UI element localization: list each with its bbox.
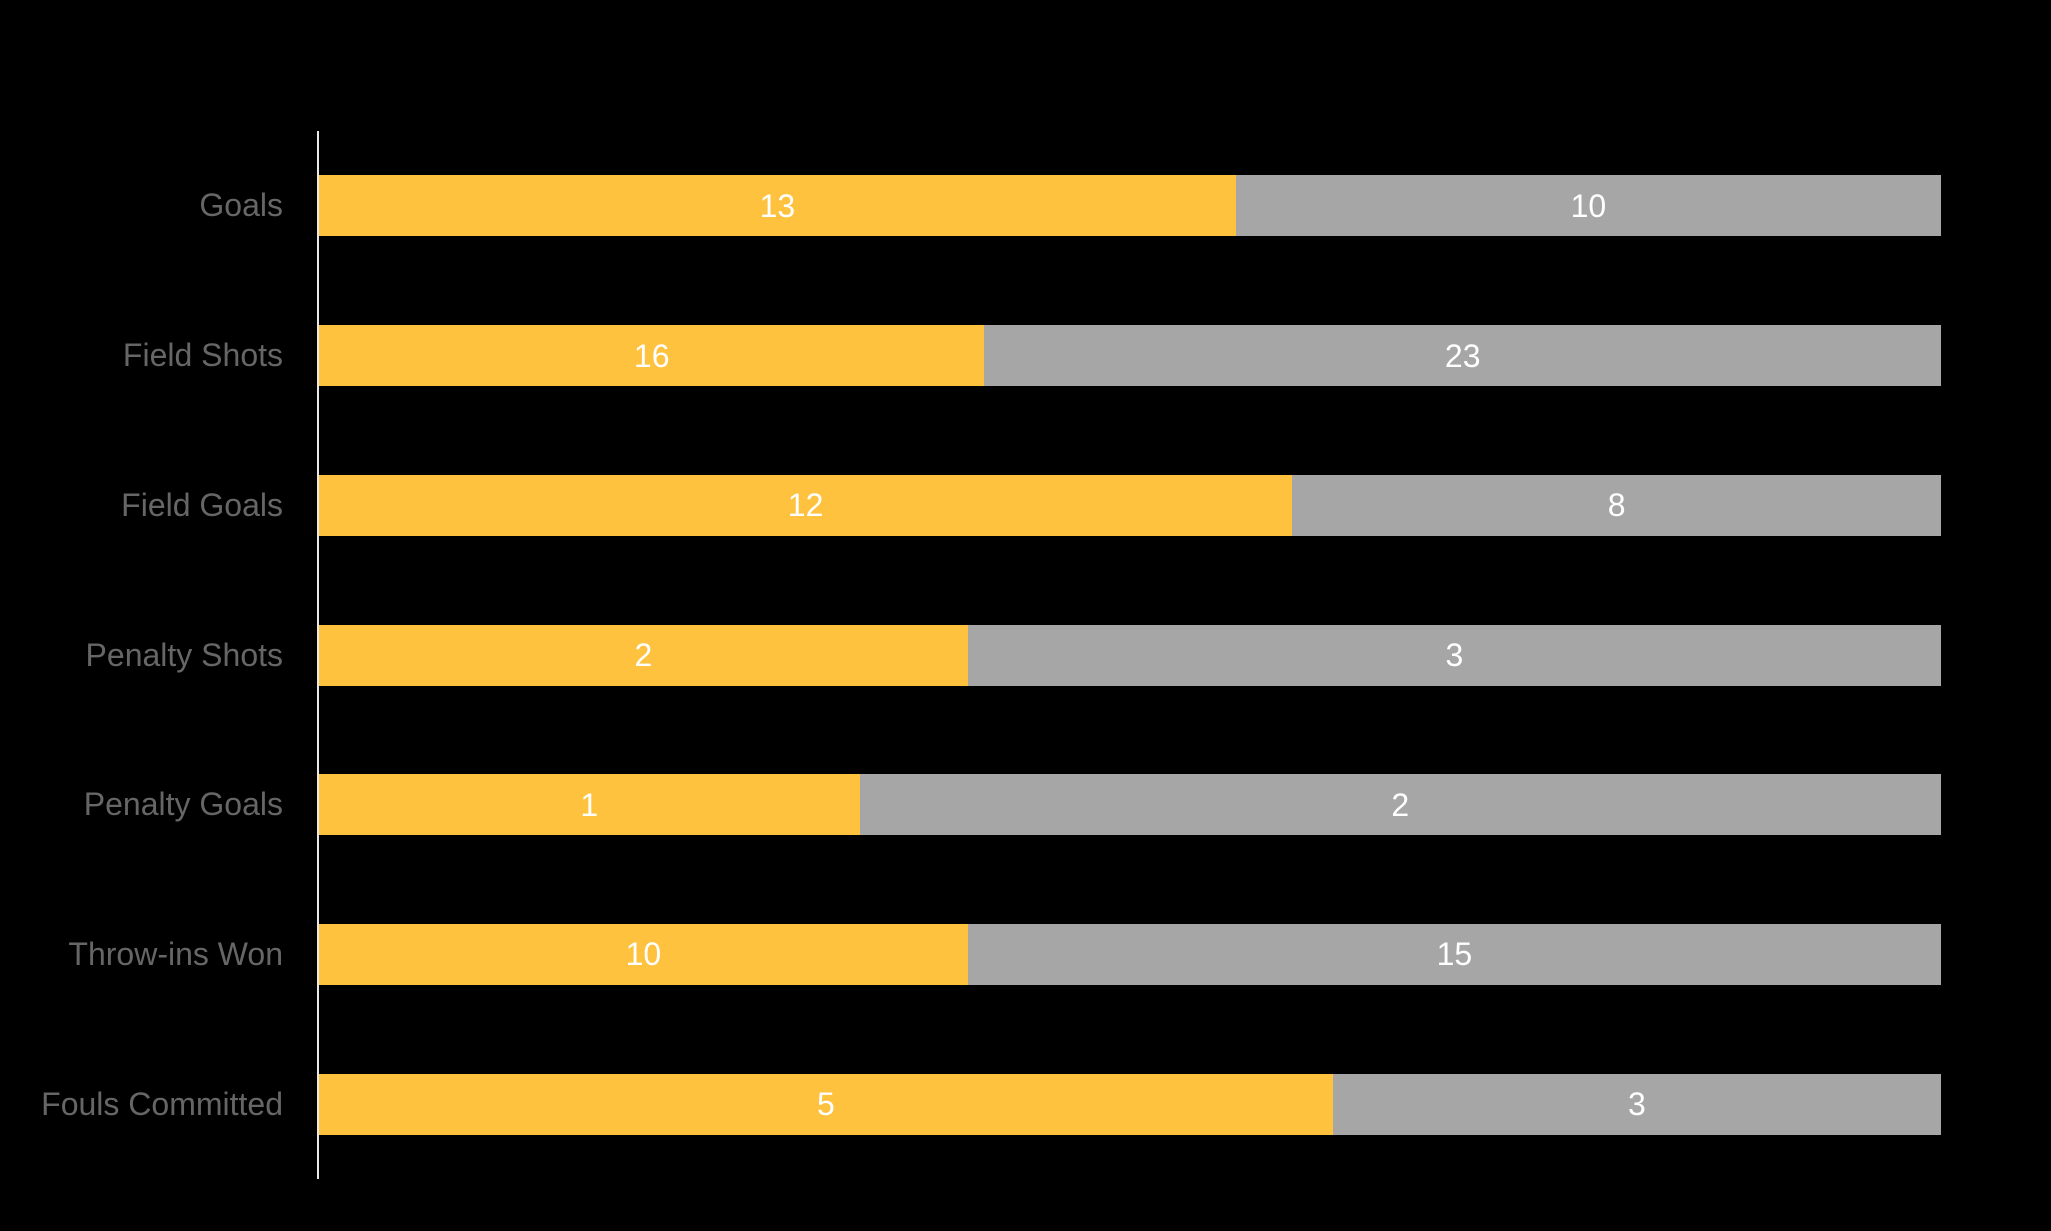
stacked-bar: 12 8 xyxy=(319,474,1941,536)
stacked-bar: 10 15 xyxy=(319,923,1941,985)
gray-series-segment: 8 xyxy=(1292,474,1941,536)
yellow-series-segment: 13 xyxy=(319,175,1236,237)
yellow-series-segment: 2 xyxy=(319,624,968,686)
plot-area: 13 10 16 23 12 8 2 3 1 2 10 15 5 3 xyxy=(319,131,1941,1179)
gray-series-segment: 23 xyxy=(984,325,1941,387)
value-label: 10 xyxy=(625,936,662,973)
value-label: 12 xyxy=(787,487,824,524)
value-label: 23 xyxy=(1444,337,1481,374)
category-label: Throw-ins Won xyxy=(68,935,283,972)
yellow-series-segment: 5 xyxy=(319,1073,1333,1135)
value-label: 16 xyxy=(633,337,670,374)
value-label: 3 xyxy=(1627,1086,1646,1123)
category-label: Fouls Committed xyxy=(41,1085,283,1122)
category-label: Penalty Shots xyxy=(85,636,283,673)
value-label: 10 xyxy=(1570,187,1607,224)
value-label: 3 xyxy=(1445,637,1464,674)
value-label: 5 xyxy=(816,1086,835,1123)
value-label: 13 xyxy=(759,187,796,224)
yellow-series-segment: 16 xyxy=(319,325,985,387)
value-label: 1 xyxy=(580,786,599,823)
gray-series-segment: 15 xyxy=(967,923,1941,985)
gray-series-segment: 3 xyxy=(1332,1073,1941,1135)
yellow-series-segment: 10 xyxy=(319,923,968,985)
value-label: 8 xyxy=(1607,487,1626,524)
category-axis-line xyxy=(317,131,319,1179)
category-label: Field Goals xyxy=(121,486,283,523)
category-label: Goals xyxy=(199,187,283,224)
stacked-bar: 16 23 xyxy=(319,325,1941,387)
stacked-bar: 13 10 xyxy=(319,175,1941,237)
yellow-series-segment: 1 xyxy=(319,774,860,836)
gray-series-segment: 2 xyxy=(859,774,1941,836)
bar-row: 12 8 xyxy=(319,430,1941,580)
bar-row: 13 10 xyxy=(319,131,1941,281)
value-label: 2 xyxy=(1391,786,1410,823)
category-labels-column: Goals Field Shots Field Goals Penalty Shots… xyxy=(0,131,283,1179)
bar-row: 10 15 xyxy=(319,880,1941,1030)
category-label: Penalty Goals xyxy=(83,786,283,823)
bar-row: 16 23 xyxy=(319,281,1941,431)
gray-series-segment: 3 xyxy=(967,624,1941,686)
value-label: 15 xyxy=(1436,936,1473,973)
yellow-series-segment: 12 xyxy=(319,474,1293,536)
value-label: 2 xyxy=(634,637,653,674)
category-label: Field Shots xyxy=(122,337,283,374)
gray-series-segment: 10 xyxy=(1235,175,1941,237)
